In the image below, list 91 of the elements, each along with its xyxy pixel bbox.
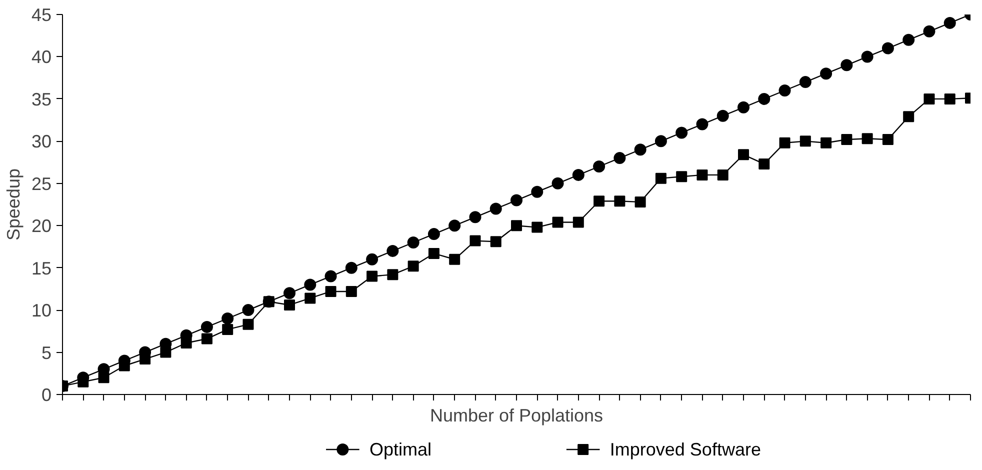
point — [840, 59, 853, 72]
point — [140, 354, 151, 365]
point — [799, 76, 812, 88]
point — [408, 260, 419, 272]
point — [469, 211, 482, 224]
point — [242, 304, 254, 316]
point — [98, 372, 110, 384]
y-tick-label: 45 — [31, 5, 52, 25]
point — [490, 236, 502, 248]
point — [676, 126, 688, 139]
point — [634, 196, 646, 208]
point — [923, 25, 936, 38]
point — [572, 216, 584, 228]
point — [386, 244, 399, 257]
point — [779, 137, 790, 148]
point — [160, 346, 172, 358]
point — [201, 333, 212, 344]
point — [263, 296, 274, 308]
point — [387, 269, 398, 280]
point — [696, 169, 708, 180]
point — [222, 312, 234, 324]
point — [222, 324, 234, 335]
point — [717, 169, 728, 180]
point — [902, 34, 915, 46]
y-tick-label: 15 — [31, 258, 52, 278]
point — [448, 220, 461, 232]
point — [490, 202, 502, 215]
point — [284, 287, 296, 300]
point — [346, 286, 357, 297]
point — [861, 50, 874, 63]
point — [944, 93, 956, 104]
point — [180, 337, 192, 348]
point — [924, 93, 935, 104]
y-tick-label: 40 — [31, 47, 52, 68]
point — [862, 133, 873, 144]
point — [304, 292, 316, 304]
x-axis-title: Number of Poplations — [430, 406, 604, 426]
point — [366, 253, 378, 266]
point — [325, 286, 336, 297]
point — [304, 278, 316, 291]
point — [882, 42, 894, 54]
point — [778, 84, 791, 96]
point — [242, 318, 254, 330]
point — [716, 110, 729, 122]
point — [200, 320, 213, 333]
point — [470, 235, 481, 246]
point — [820, 68, 832, 80]
point — [593, 160, 606, 172]
point — [841, 134, 852, 145]
y-tick-label: 10 — [31, 300, 52, 321]
point — [511, 220, 522, 232]
point — [552, 216, 564, 228]
point — [654, 135, 667, 148]
point — [552, 177, 564, 190]
point — [510, 194, 522, 206]
point — [428, 228, 440, 240]
y-axis-title: Speedup — [3, 168, 24, 241]
point — [284, 299, 295, 310]
point — [366, 270, 378, 282]
point — [614, 196, 626, 207]
point — [531, 186, 544, 198]
point — [738, 101, 750, 114]
y-tick-label: 35 — [31, 89, 52, 110]
point — [532, 222, 543, 233]
point — [738, 149, 749, 160]
point — [345, 262, 358, 274]
point — [449, 254, 460, 265]
legend-label: Optimal — [369, 440, 432, 460]
y-tick-label: 20 — [31, 216, 52, 236]
point — [634, 144, 646, 156]
point — [614, 152, 626, 164]
y-tick-label: 5 — [41, 342, 52, 363]
point — [655, 172, 666, 184]
point — [324, 270, 337, 282]
point — [676, 171, 688, 182]
point — [572, 168, 584, 181]
y-tick-label: 0 — [41, 385, 52, 405]
point — [758, 158, 770, 170]
point — [407, 236, 420, 248]
y-tick-label: 30 — [31, 132, 52, 152]
point — [696, 118, 708, 130]
point — [944, 16, 956, 29]
point — [903, 111, 914, 122]
point — [800, 136, 811, 147]
point — [594, 196, 605, 207]
point — [820, 137, 832, 148]
y-tick-label: 25 — [31, 174, 52, 194]
point — [882, 134, 894, 145]
point — [428, 248, 440, 259]
point — [758, 92, 770, 105]
legend-label: Improved Software — [610, 440, 761, 460]
